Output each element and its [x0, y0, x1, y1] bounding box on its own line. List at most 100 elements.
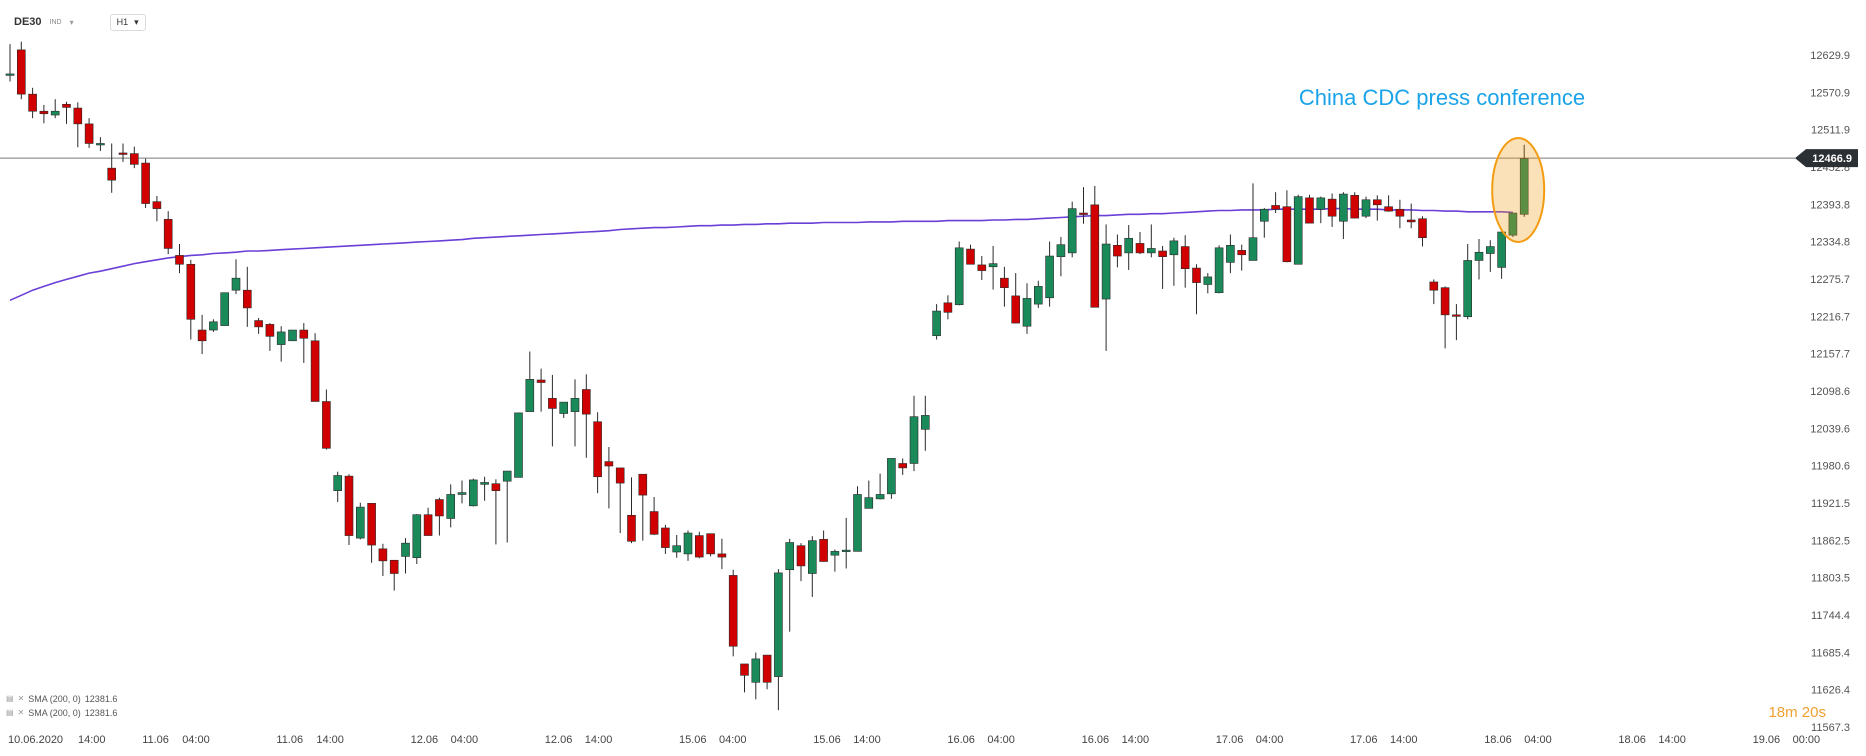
legend-item[interactable]: ▤ ✕ SMA (200, 0) 12381.6	[6, 692, 117, 706]
candle-down	[593, 421, 602, 478]
x-tick-label: 18.06	[1618, 734, 1646, 746]
candle-up	[785, 542, 795, 571]
symbol-label[interactable]: DE30	[14, 16, 42, 28]
candle-down	[186, 263, 196, 320]
x-tick-label: 04:00	[182, 734, 210, 746]
close-icon[interactable]: ✕	[17, 708, 25, 717]
candle-up	[1316, 197, 1326, 210]
candle-down	[581, 389, 591, 415]
candle-down	[1452, 314, 1461, 317]
candle-down	[141, 162, 150, 204]
x-tick-label: 17.06	[1216, 734, 1244, 746]
candle-up	[333, 475, 343, 491]
indicator-icon: ▤	[6, 694, 14, 703]
x-tick-label: 11.06	[276, 734, 303, 746]
candle-down	[604, 461, 614, 467]
candle-up	[774, 572, 783, 677]
candle-down	[1079, 212, 1088, 215]
x-tick-label: 19.06	[1753, 734, 1781, 746]
x-tick-label: 11.06	[142, 734, 169, 746]
y-tick-label: 12393.8	[1810, 199, 1850, 211]
y-tick-label: 12629.9	[1810, 50, 1850, 62]
candle-up	[220, 292, 229, 326]
x-tick-label: 14:00	[78, 734, 106, 746]
candle-up	[1339, 193, 1348, 222]
x-tick-label: 12.06	[411, 734, 439, 746]
candle-up	[1169, 240, 1179, 256]
candle-down	[796, 545, 806, 567]
x-tick-label: 00:00	[1793, 734, 1821, 746]
x-tick-label: 18.06	[1484, 734, 1512, 746]
x-tick-label: 14:00	[1390, 734, 1418, 746]
candle-down	[1192, 267, 1201, 283]
x-tick-label: 04:00	[1524, 734, 1552, 746]
candle-down	[943, 302, 953, 313]
candle-up	[1214, 247, 1224, 294]
candle-up	[288, 329, 297, 342]
candle-up	[830, 551, 840, 556]
candle-up	[525, 379, 535, 412]
candle-up	[355, 506, 365, 539]
candle-down	[243, 289, 252, 309]
x-tick-label: 04:00	[451, 734, 479, 746]
indicator-icon: ▤	[6, 708, 14, 717]
candle-down	[1113, 244, 1122, 257]
x-tick-label: 04:00	[719, 734, 747, 746]
y-tick-label: 11567.3	[1811, 722, 1850, 734]
candle-up	[502, 470, 512, 482]
y-tick-label: 12098.6	[1810, 386, 1850, 398]
y-tick-label: 12511.9	[1811, 125, 1850, 137]
candle-down	[344, 475, 354, 536]
candle-up	[853, 494, 862, 552]
candle-up	[954, 247, 964, 306]
candle-down	[694, 535, 704, 558]
close-icon[interactable]: ✕	[17, 694, 25, 703]
candle-up	[401, 542, 410, 557]
candle-up	[1067, 208, 1077, 254]
candle-up	[480, 482, 489, 485]
candle-down	[661, 527, 670, 548]
y-tick-label: 12039.6	[1810, 423, 1850, 435]
candle-up	[1519, 158, 1529, 215]
candle-up	[5, 73, 15, 76]
candle-down	[389, 559, 399, 574]
candle-up	[887, 458, 896, 495]
candle-up	[1361, 199, 1371, 217]
candle-down	[1158, 250, 1167, 257]
candle-down	[175, 255, 184, 265]
candle-down	[1011, 295, 1021, 324]
candle-up	[807, 540, 817, 574]
candle-down	[73, 107, 83, 125]
candle-up	[1203, 276, 1213, 285]
timeframe-select[interactable]: H1 ▾	[109, 13, 146, 31]
chevron-down-icon[interactable]: ▾	[69, 17, 74, 27]
candle-up	[276, 331, 286, 345]
candle-up	[446, 494, 456, 519]
candle-down	[39, 110, 49, 115]
candle-up	[920, 415, 930, 430]
candle-down	[322, 401, 331, 449]
candle-up	[841, 549, 851, 552]
legend-item[interactable]: ▤ ✕ SMA (200, 0) 12381.6	[6, 706, 117, 720]
candle-down	[254, 320, 263, 328]
candle-up	[1034, 286, 1043, 305]
y-tick-label: 12275.7	[1810, 274, 1850, 286]
candle-down	[1271, 205, 1280, 210]
candle-up	[988, 263, 998, 268]
x-tick-label: 10.06.2020	[8, 734, 63, 746]
candle-timer: 18m 20s	[1768, 704, 1826, 721]
candle-up	[1260, 208, 1269, 222]
y-tick-label: 11685.4	[1811, 647, 1850, 659]
candle-down	[28, 93, 37, 112]
candle-up	[1486, 246, 1495, 254]
candle-down	[107, 167, 116, 181]
legend-value: 12381.6	[84, 708, 118, 718]
candle-down	[819, 539, 828, 562]
candle-down	[728, 575, 738, 647]
legend-label: SMA (200, 0)	[28, 708, 81, 718]
candle-down	[1429, 281, 1439, 291]
candle-up	[559, 401, 569, 414]
candle-up	[1474, 251, 1484, 261]
candle-down	[118, 152, 128, 155]
